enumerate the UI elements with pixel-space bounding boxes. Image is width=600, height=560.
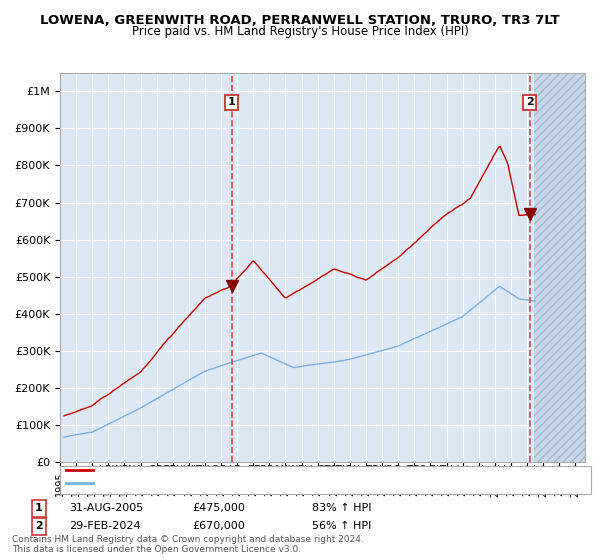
Text: 1: 1 [35, 503, 43, 514]
Text: HPI: Average price, detached house, Cornwall: HPI: Average price, detached house, Corn… [99, 478, 326, 488]
Text: 31-AUG-2005: 31-AUG-2005 [69, 503, 143, 514]
Text: Price paid vs. HM Land Registry's House Price Index (HPI): Price paid vs. HM Land Registry's House … [131, 25, 469, 38]
Text: £670,000: £670,000 [192, 521, 245, 531]
Text: 83% ↑ HPI: 83% ↑ HPI [312, 503, 371, 514]
Bar [534, 73, 585, 462]
Text: LOWENA, GREENWITH ROAD, PERRANWELL STATION, TRURO, TR3 7LT (detached house): LOWENA, GREENWITH ROAD, PERRANWELL STATI… [99, 465, 537, 475]
Text: 2: 2 [35, 521, 43, 531]
Text: Contains HM Land Registry data © Crown copyright and database right 2024.: Contains HM Land Registry data © Crown c… [12, 535, 364, 544]
Text: This data is licensed under the Open Government Licence v3.0.: This data is licensed under the Open Gov… [12, 545, 301, 554]
Text: 1: 1 [228, 97, 236, 108]
Text: 29-FEB-2024: 29-FEB-2024 [69, 521, 140, 531]
Text: 56% ↑ HPI: 56% ↑ HPI [312, 521, 371, 531]
Text: LOWENA, GREENWITH ROAD, PERRANWELL STATION, TRURO, TR3 7LT: LOWENA, GREENWITH ROAD, PERRANWELL STATI… [40, 14, 560, 27]
Text: £475,000: £475,000 [192, 503, 245, 514]
Text: 2: 2 [526, 97, 533, 108]
